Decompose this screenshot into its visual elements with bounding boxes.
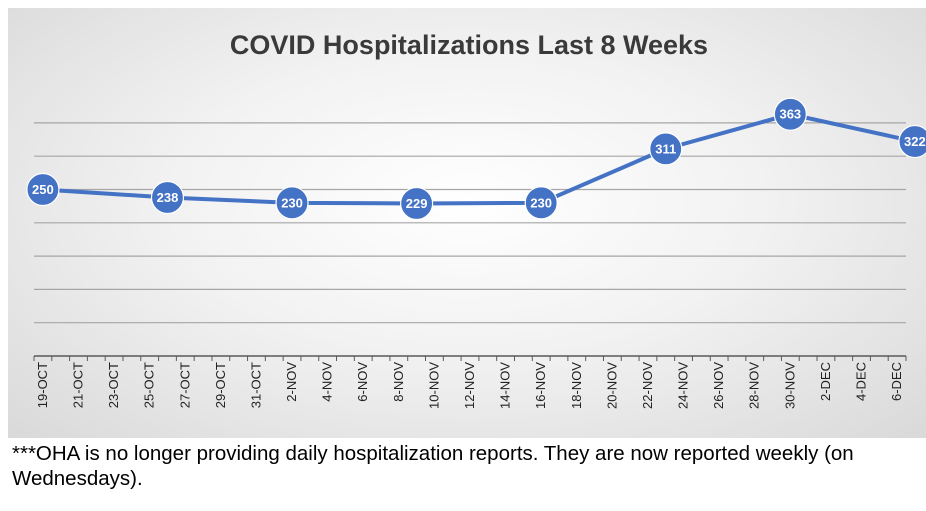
data-label: 230 <box>281 195 303 210</box>
line-chart: COVID Hospitalizations Last 8 Weeks 19-O… <box>26 30 926 409</box>
data-label: 229 <box>406 196 428 211</box>
x-tick-label: 28-NOV <box>747 362 762 409</box>
data-point <box>524 186 558 220</box>
data-label: 363 <box>779 107 801 122</box>
x-tick-label: 10-NOV <box>426 362 441 409</box>
data-label: 238 <box>157 190 179 205</box>
data-label: 250 <box>32 182 54 197</box>
data-point <box>898 124 926 159</box>
data-point <box>649 132 683 166</box>
x-tick-label: 14-NOV <box>498 362 513 409</box>
x-tick-label: 12-NOV <box>462 362 477 409</box>
data-point <box>150 180 185 215</box>
data-label: 311 <box>655 141 676 156</box>
x-tick-labels: 19-OCT 21-OCT 23-OCT 25-OCT 27-OCT 29-OCT 31-O… <box>35 362 904 409</box>
x-tick-label: 18-NOV <box>569 362 584 409</box>
x-tick-label: 22-NOV <box>640 362 655 409</box>
x-tick-label: 24-NOV <box>676 362 691 409</box>
x-tick-label: 8-NOV <box>391 362 406 402</box>
x-tick-label: 4-DEC <box>854 362 869 401</box>
x-tick-label: 4-NOV <box>320 362 335 402</box>
footnote: ***OHA is no longer providing daily hosp… <box>12 442 854 490</box>
x-tick-label: 6-NOV <box>355 362 370 402</box>
data-label: 322 <box>904 134 926 149</box>
x-tick-label: 6-DEC <box>889 362 904 401</box>
x-tick-label: 26-NOV <box>711 362 726 409</box>
data-point <box>400 186 434 221</box>
x-tick-label: 2-DEC <box>818 362 833 401</box>
x-tick-label: 31-OCT <box>248 362 263 408</box>
x-tick-label: 27-OCT <box>177 362 192 408</box>
series-line <box>42 112 916 206</box>
x-tick-label: 19-OCT <box>35 362 50 408</box>
data-label: 230 <box>530 195 552 210</box>
x-axis <box>33 355 907 361</box>
series-hospitalizations: 250 238 230 229 230 311 363 322 <box>26 97 926 221</box>
chart-panel: COVID Hospitalizations Last 8 Weeks 19-O… <box>8 8 926 438</box>
data-point <box>275 186 309 220</box>
chart-title: COVID Hospitalizations Last 8 Weeks <box>230 30 708 60</box>
x-tick-label: 2-NOV <box>284 362 299 402</box>
data-point <box>26 172 60 207</box>
data-point <box>773 97 807 131</box>
x-tick-label: 23-OCT <box>106 362 121 408</box>
x-tick-label: 29-OCT <box>213 362 228 408</box>
x-tick-label: 21-OCT <box>70 362 85 408</box>
gridlines <box>34 122 906 324</box>
x-tick-label: 16-NOV <box>533 362 548 409</box>
x-tick-label: 25-OCT <box>142 362 157 408</box>
x-tick-label: 20-NOV <box>604 362 619 409</box>
x-tick-label: 30-NOV <box>782 362 797 409</box>
